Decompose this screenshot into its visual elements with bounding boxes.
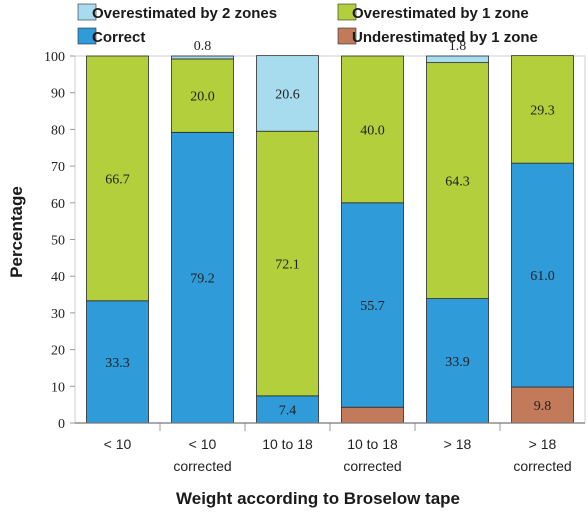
y-tick-label: 20: [51, 344, 65, 359]
data-label: 64.3: [445, 175, 470, 190]
legend-swatch: [337, 3, 357, 21]
legend-swatch: [337, 27, 357, 45]
data-label: 20.6: [275, 87, 300, 102]
data-label: 61.0: [530, 269, 555, 284]
legend-label: Overestimated by 2 zones: [92, 5, 277, 22]
x-tick-label: corrected: [513, 458, 571, 474]
x-tick-label: 10 to 18: [262, 436, 313, 452]
y-tick-label: 0: [58, 417, 65, 432]
legend-label: Correct: [92, 29, 145, 46]
bar-segment: [341, 55, 404, 204]
x-tick-label: > 18: [529, 436, 557, 452]
bar-segment: [511, 55, 574, 164]
legend-swatch: [77, 3, 97, 21]
bar-segment: [86, 55, 149, 302]
bar-segment: [171, 58, 234, 133]
legend-label: Underestimated by 1 zone: [352, 29, 538, 46]
data-label: 0.8: [194, 39, 212, 54]
x-axis-title: Weight according to Broselow tape: [176, 489, 460, 508]
y-tick-label: 10: [51, 380, 65, 395]
y-tick-label: 60: [51, 197, 65, 212]
legend: Overestimated by 2 zones Overestimated by…: [77, 3, 538, 46]
x-tick-label: corrected: [343, 458, 401, 474]
legend-item: Overestimated by 2 zones: [77, 3, 277, 22]
bar-segment: [511, 162, 574, 388]
bar-segment: [171, 131, 234, 424]
bar-segment: [426, 62, 489, 299]
data-label: 33.3: [105, 356, 130, 371]
data-label: 72.1: [275, 258, 300, 273]
x-tick-label: < 10: [104, 436, 132, 452]
data-label: 29.3: [530, 103, 555, 118]
legend-swatch: [77, 27, 97, 45]
y-tick-label: 90: [51, 87, 65, 102]
legend-item: Overestimated by 1 zone: [337, 3, 529, 22]
y-tick-label: 40: [51, 270, 65, 285]
x-tick-label: > 18: [444, 436, 472, 452]
y-axis-title: Percentage: [7, 186, 26, 278]
x-tick-label: 10 to 18: [347, 436, 398, 452]
bar-segment: [426, 55, 489, 64]
data-label: 9.8: [534, 399, 552, 414]
x-tick-label: < 10: [189, 436, 217, 452]
bar-segment: [256, 130, 319, 397]
y-tick-label: 30: [51, 307, 65, 322]
data-label: 1.8: [449, 39, 467, 54]
bar-segment: [341, 406, 404, 424]
data-label: 33.9: [445, 355, 470, 370]
bar-segment: [341, 202, 404, 408]
data-label: 55.7: [360, 299, 385, 314]
bar-segment: [511, 386, 574, 424]
bar-segment: [256, 55, 319, 132]
legend-item: Underestimated by 1 zone: [337, 27, 538, 46]
data-label: 7.4: [279, 403, 297, 418]
data-label: 66.7: [105, 172, 130, 187]
x-tick-label: corrected: [173, 458, 231, 474]
legend-label: Overestimated by 1 zone: [352, 5, 529, 22]
y-tick-label: 100: [44, 50, 65, 65]
data-label: 40.0: [360, 123, 385, 138]
data-label: 20.0: [190, 90, 215, 105]
bar-segment: [171, 55, 234, 60]
plot-area: 0 10 20 30 40 50 60 70 80 90 100 33.3 66.7 < 10 79.2 20…: [44, 39, 586, 474]
bar-segment: [426, 298, 489, 424]
data-label: 79.2: [190, 272, 215, 287]
y-tick-label: 70: [51, 160, 65, 175]
y-tick-label: 50: [51, 234, 65, 249]
bar-segment: [86, 300, 149, 424]
legend-item: Correct: [77, 27, 145, 46]
plot-frame: [74, 55, 586, 424]
y-tick-label: 80: [51, 123, 65, 138]
